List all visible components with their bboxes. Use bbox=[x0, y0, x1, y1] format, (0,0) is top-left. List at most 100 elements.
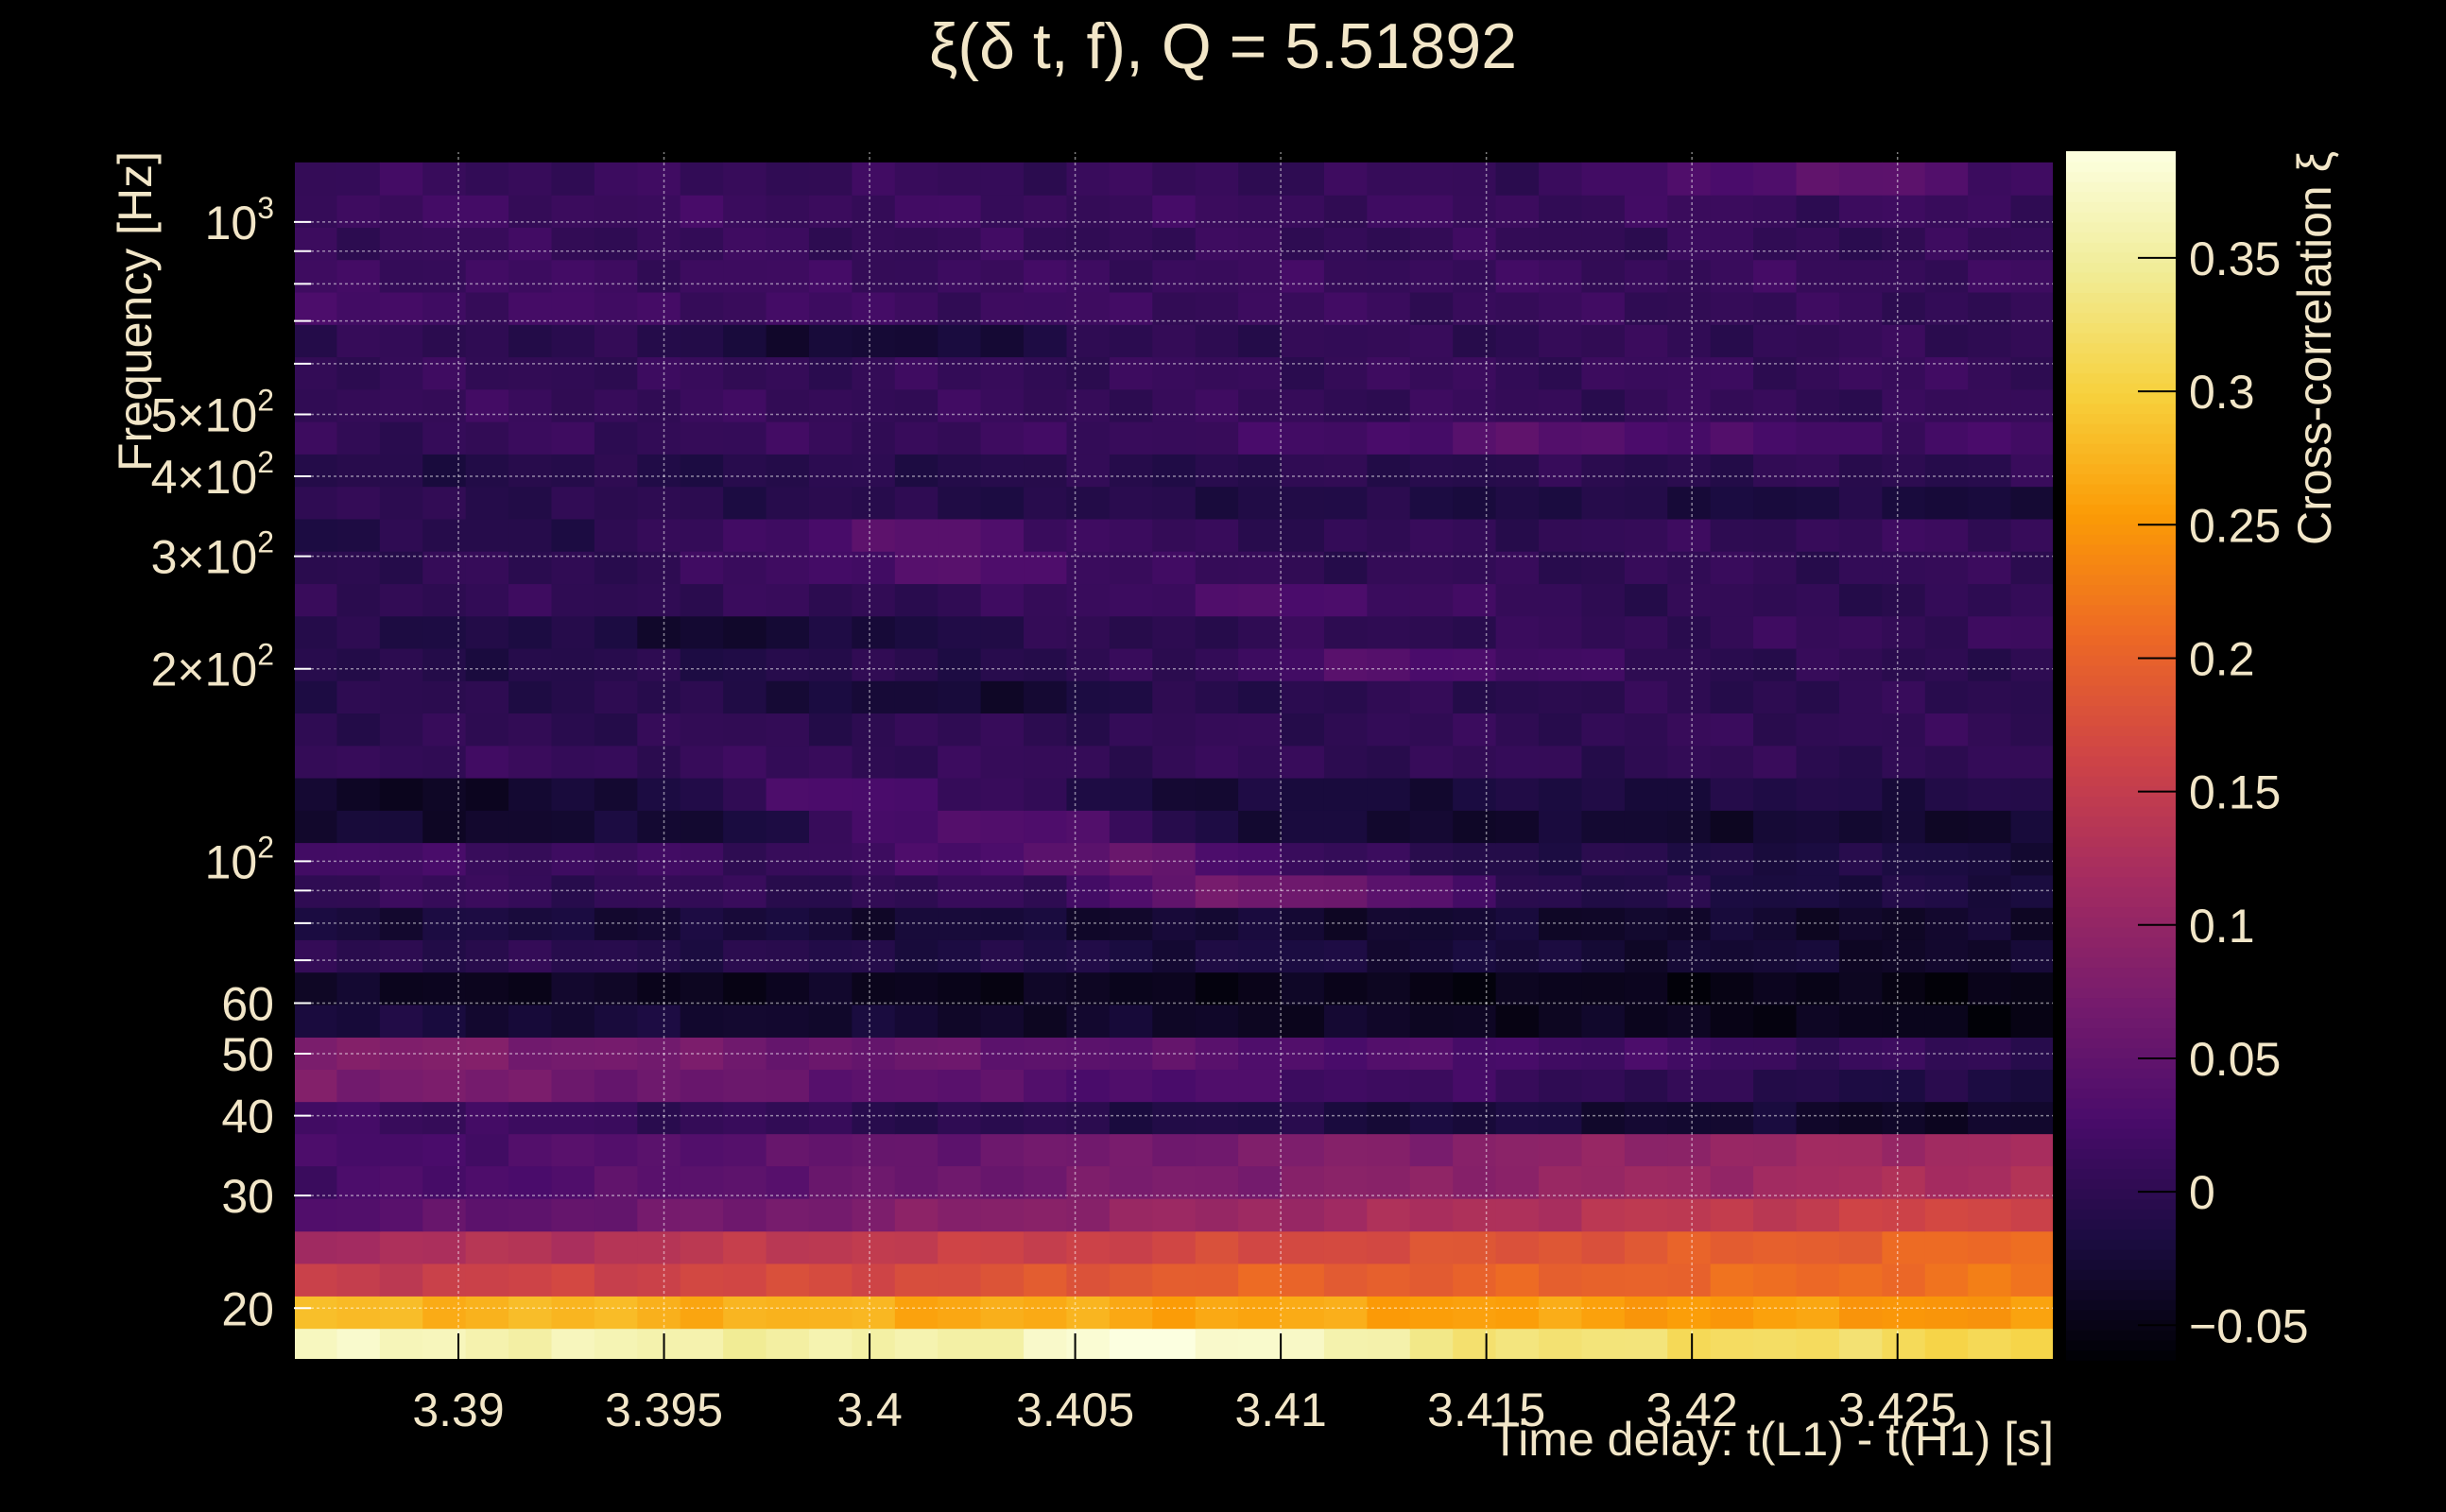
heatmap-cell bbox=[1495, 195, 1540, 228]
heatmap-cell bbox=[1753, 454, 1798, 488]
heatmap-cell bbox=[336, 1069, 381, 1103]
heatmap-cell bbox=[1882, 1328, 1926, 1361]
heatmap-cell bbox=[1409, 227, 1454, 261]
heatmap-cell bbox=[551, 1296, 595, 1330]
heatmap-cell bbox=[1924, 291, 1969, 325]
heatmap-cell bbox=[1367, 356, 1411, 390]
heatmap-cell bbox=[465, 1328, 509, 1361]
heatmap-cell bbox=[1796, 777, 1840, 811]
heatmap-cell bbox=[508, 971, 553, 1005]
heatmap-cell bbox=[1367, 971, 1411, 1005]
heatmap-cell bbox=[1882, 615, 1926, 649]
heatmap-cell bbox=[1753, 939, 1798, 973]
heatmap-cell bbox=[594, 810, 638, 844]
heatmap-cell bbox=[1539, 842, 1583, 876]
heatmap-cell bbox=[1367, 1069, 1411, 1103]
heatmap-cell bbox=[1066, 162, 1111, 196]
heatmap-cell bbox=[808, 1101, 853, 1135]
heatmap-cell bbox=[1838, 291, 1883, 325]
heatmap-cell bbox=[1066, 291, 1111, 325]
heatmap-cell bbox=[465, 842, 509, 876]
heatmap-cell bbox=[594, 1069, 638, 1103]
heatmap-cell bbox=[1753, 486, 1798, 520]
heatmap-cell bbox=[1367, 777, 1411, 811]
heatmap-cell bbox=[2010, 1101, 2055, 1135]
heatmap-cell bbox=[1710, 583, 1754, 617]
heatmap-cell bbox=[1281, 1198, 1325, 1232]
colorbar-segment bbox=[2066, 876, 2176, 887]
heatmap-cell bbox=[1968, 291, 2012, 325]
heatmap-cell bbox=[1495, 356, 1540, 390]
heatmap-cell bbox=[894, 874, 939, 908]
heatmap-cell bbox=[1838, 615, 1883, 649]
heatmap-cell bbox=[1838, 971, 1883, 1005]
heatmap-cell bbox=[723, 939, 767, 973]
heatmap-cell bbox=[1495, 518, 1540, 552]
heatmap-cell bbox=[1281, 1133, 1325, 1167]
heatmap-cell bbox=[1882, 971, 1926, 1005]
heatmap-cell bbox=[1323, 647, 1368, 681]
heatmap-cell bbox=[2010, 1004, 2055, 1038]
heatmap-cell bbox=[808, 1165, 853, 1199]
heatmap-cell bbox=[723, 1004, 767, 1038]
heatmap-cell bbox=[723, 1263, 767, 1297]
heatmap-cell bbox=[379, 680, 423, 714]
heatmap-cell bbox=[1066, 259, 1111, 293]
heatmap-cell bbox=[465, 583, 509, 617]
heatmap-cell bbox=[852, 1101, 896, 1135]
heatmap-cell bbox=[1323, 1230, 1368, 1264]
heatmap-cell bbox=[1882, 1198, 1926, 1232]
heatmap-cell bbox=[294, 388, 338, 422]
heatmap-cell bbox=[1882, 291, 1926, 325]
heatmap-cell bbox=[1495, 1133, 1540, 1167]
heatmap-cell bbox=[1753, 324, 1798, 358]
heatmap-cell bbox=[1539, 1165, 1583, 1199]
heatmap-cell bbox=[1453, 1198, 1497, 1232]
x-tick-label: 3.425 bbox=[1838, 1383, 1956, 1436]
heatmap-cell bbox=[1323, 810, 1368, 844]
x-tick-label: 3.415 bbox=[1427, 1383, 1545, 1436]
heatmap-cell bbox=[422, 680, 467, 714]
heatmap-cell bbox=[1882, 647, 1926, 681]
heatmap-cell bbox=[1539, 1263, 1583, 1297]
heatmap-cell bbox=[294, 842, 338, 876]
colorbar-segment bbox=[2066, 1067, 2176, 1079]
heatmap-cell bbox=[637, 745, 681, 779]
heatmap-cell bbox=[2010, 388, 2055, 422]
heatmap-cell bbox=[1323, 486, 1368, 520]
heatmap-cell bbox=[1323, 195, 1368, 228]
heatmap-cell bbox=[1667, 971, 1712, 1005]
heatmap-cell bbox=[1024, 421, 1068, 455]
heatmap-cell bbox=[1323, 615, 1368, 649]
heatmap-cell bbox=[1710, 745, 1754, 779]
heatmap-cell bbox=[1281, 195, 1325, 228]
heatmap-cell bbox=[1024, 842, 1068, 876]
colorbar-segment bbox=[2066, 714, 2176, 727]
heatmap-cell bbox=[1838, 1296, 1883, 1330]
heatmap-cell bbox=[680, 1101, 724, 1135]
heatmap-cell bbox=[938, 259, 982, 293]
heatmap-cell bbox=[1409, 1230, 1454, 1264]
heatmap-cell bbox=[551, 842, 595, 876]
heatmap-cell bbox=[723, 1328, 767, 1361]
heatmap-cell bbox=[1367, 810, 1411, 844]
heatmap-cell bbox=[1968, 810, 2012, 844]
heatmap-cell bbox=[508, 291, 553, 325]
heatmap-cell bbox=[1796, 1263, 1840, 1297]
heatmap-cell bbox=[1281, 842, 1325, 876]
heatmap-cell bbox=[1581, 1101, 1626, 1135]
heatmap-cell bbox=[294, 810, 338, 844]
heatmap-cell bbox=[379, 1133, 423, 1167]
heatmap-cell bbox=[894, 1263, 939, 1297]
heatmap-cell bbox=[766, 1101, 810, 1135]
heatmap-cell bbox=[1066, 486, 1111, 520]
heatmap-cell bbox=[1581, 291, 1626, 325]
colorbar-segment bbox=[2066, 846, 2176, 857]
heatmap-cell bbox=[1838, 1263, 1883, 1297]
heatmap-cell bbox=[1066, 583, 1111, 617]
colorbar-segment bbox=[2066, 453, 2176, 465]
heatmap-cell bbox=[379, 615, 423, 649]
chart-title: ξ(δ t, f), Q = 5.51892 bbox=[929, 10, 1517, 82]
heatmap-cell bbox=[980, 647, 1025, 681]
